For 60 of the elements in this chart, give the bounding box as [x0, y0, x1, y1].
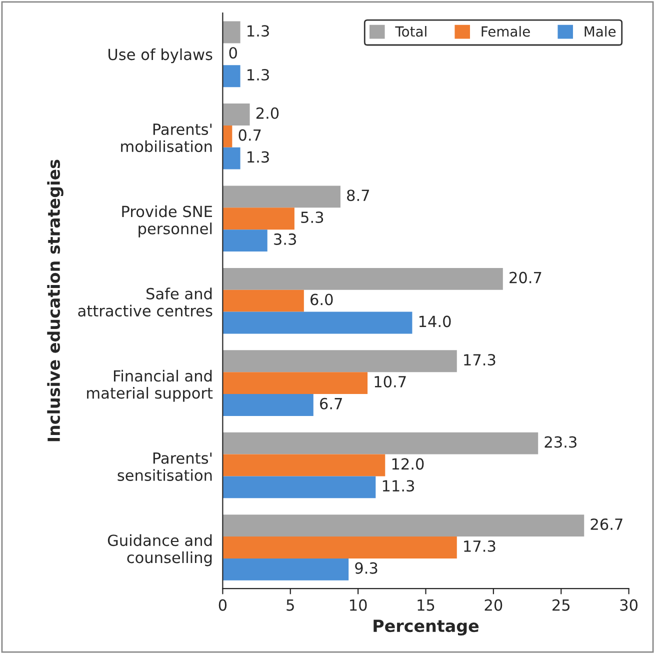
bar: [222, 476, 376, 498]
x-tick-label: 15: [418, 599, 434, 611]
x-tick-label: 5: [286, 599, 294, 611]
y-axis-title: Inclusive education strategies: [47, 160, 64, 442]
bar: [222, 514, 584, 537]
bar: [222, 558, 349, 580]
legend-label: Male: [584, 26, 616, 37]
data-label: 20.7: [510, 272, 542, 284]
bar: [222, 104, 250, 126]
data-label: 1.3: [248, 25, 269, 37]
data-label: 1.3: [248, 68, 269, 81]
bar: [222, 147, 240, 170]
data-label: 6.0: [310, 294, 333, 306]
bar: [222, 230, 268, 252]
bar: [222, 372, 368, 394]
data-label: 3.3: [274, 233, 296, 245]
data-label: 17.3: [464, 354, 496, 366]
bar: [222, 350, 457, 372]
bar: [222, 268, 503, 290]
bar: [222, 536, 457, 558]
data-label: 5.3: [301, 212, 324, 224]
x-tick-label: 25: [552, 599, 570, 611]
y-tick-label: Parents' mobilisation: [121, 124, 212, 152]
y-tick-label: Provide SNE personnel: [122, 205, 212, 238]
y-tick-label: Financial and material support: [87, 370, 213, 402]
data-label: 1.3: [248, 151, 269, 163]
bar: [222, 186, 340, 208]
bar: [222, 21, 240, 44]
data-label: 0.7: [238, 129, 261, 141]
bar: [222, 432, 538, 454]
legend-label: Total: [395, 26, 426, 37]
data-label: 0: [229, 47, 237, 59]
data-label: 17.3: [464, 540, 496, 552]
y-tick-label: Use of bylaws: [108, 48, 212, 64]
x-tick-label: 30: [620, 599, 638, 611]
x-tick-label: 20: [484, 599, 502, 611]
x-tick-label: 10: [350, 599, 367, 611]
bar: [222, 290, 304, 312]
bar: [222, 454, 386, 476]
bar: [222, 394, 314, 416]
bar: [222, 312, 412, 334]
data-label: 8.7: [347, 190, 370, 202]
data-label: 23.3: [544, 436, 576, 448]
bar: [222, 65, 240, 88]
legend-label: Female: [482, 26, 530, 37]
data-label: 12.0: [392, 458, 424, 470]
x-axis-title: Percentage: [374, 620, 479, 636]
data-label: 11.3: [382, 480, 414, 492]
data-label: 6.7: [320, 398, 342, 410]
y-tick-label: Guidance and counselling: [108, 534, 212, 566]
data-label: 14.0: [419, 316, 451, 328]
y-tick-label: Safe and attractive centres: [78, 288, 212, 317]
bar: [222, 125, 232, 148]
y-tick-label: Parents' sensitisation: [118, 452, 212, 482]
bar: [222, 208, 294, 230]
data-label: 2.0: [256, 107, 279, 119]
data-label: 9.3: [355, 562, 378, 574]
x-tick-label: 0: [218, 599, 227, 611]
data-label: 26.7: [590, 518, 622, 530]
data-label: 10.7: [374, 376, 406, 388]
